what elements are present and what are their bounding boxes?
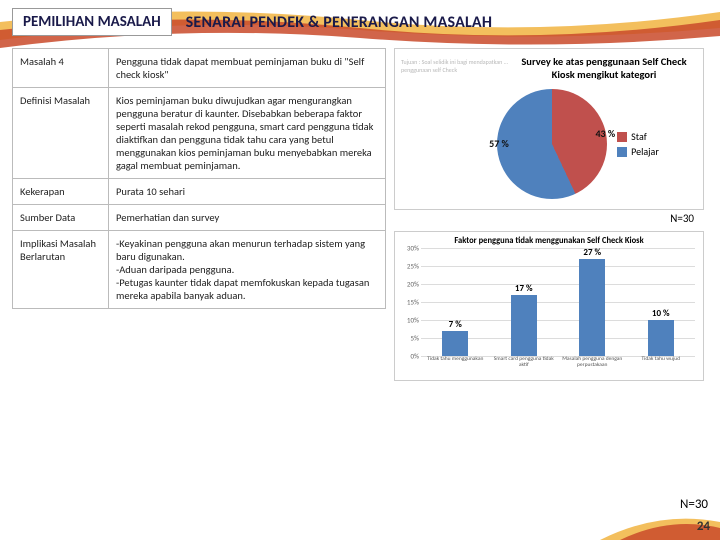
- table-value: Purata 10 sehari: [109, 179, 386, 205]
- bar-value-label: 7 %: [449, 319, 462, 330]
- bar-x-label: Smart card pengguna tidak aktif: [490, 356, 559, 380]
- table-row: Implikasi Masalah Berlarutan-Keyakinan p…: [13, 231, 386, 309]
- tab-pemilihan-masalah: PEMILIHAN MASALAH: [12, 8, 172, 36]
- bar-x-label: Masalah pengguna dengan perpustakaan: [558, 356, 627, 380]
- table-key: Kekerapan: [13, 179, 109, 205]
- bar-column: 7 %: [421, 319, 490, 356]
- pie-n-label: N=30: [394, 212, 704, 225]
- table-value: -Keyakinan pengguna akan menurun terhada…: [109, 231, 386, 309]
- table-value: Pengguna tidak dapat membuat peminjaman …: [109, 49, 386, 88]
- pie-slice-label-1: 57 %: [489, 137, 509, 150]
- y-tick: 30%: [399, 244, 419, 253]
- bar-column: 27 %: [558, 247, 627, 356]
- legend-label-staf: Staf: [631, 130, 647, 143]
- legend-swatch-pelajar: [617, 147, 627, 157]
- survey-faint-text: Tujuan : Soal selidik ini bagi mendapatk…: [401, 59, 531, 75]
- table-key: Sumber Data: [13, 205, 109, 231]
- page-title: SENARAI PENDEK & PENERANGAN MASALAH: [186, 13, 492, 32]
- pie-chart: 43 % 57 %: [497, 89, 607, 199]
- table-value: Kios peminjaman buku diwujudkan agar men…: [109, 88, 386, 179]
- y-tick: 15%: [399, 298, 419, 307]
- y-tick: 5%: [399, 334, 419, 343]
- definition-table: Masalah 4Pengguna tidak dapat membuat pe…: [12, 48, 386, 309]
- y-tick: 0%: [399, 352, 419, 361]
- table-key: Implikasi Masalah Berlarutan: [13, 231, 109, 309]
- table-row: Sumber DataPemerhatian dan survey: [13, 205, 386, 231]
- bar-n-label: N=30: [680, 497, 708, 512]
- bar-column: 17 %: [490, 283, 559, 356]
- table-key: Definisi Masalah: [13, 88, 109, 179]
- table-row: KekerapanPurata 10 sehari: [13, 179, 386, 205]
- legend-label-pelajar: Pelajar: [631, 145, 659, 158]
- pie-chart-title: Survey ke atas penggunaan Self Check Kio…: [511, 55, 697, 81]
- bar-rect: [442, 331, 468, 356]
- bar-x-label: Tidak tahu menggunakan: [421, 356, 490, 380]
- page-number: 24: [697, 519, 710, 534]
- legend-item-staf: Staf: [617, 130, 659, 143]
- y-tick: 25%: [399, 262, 419, 271]
- bar-rect: [579, 259, 605, 356]
- bar-value-label: 17 %: [515, 283, 533, 294]
- bar-chart-title: Faktor pengguna tidak menggunakan Self C…: [399, 236, 699, 246]
- table-row: Definisi MasalahKios peminjaman buku diw…: [13, 88, 386, 179]
- table-row: Masalah 4Pengguna tidak dapat membuat pe…: [13, 49, 386, 88]
- pie-legend: Staf Pelajar: [617, 128, 659, 160]
- table-value: Pemerhatian dan survey: [109, 205, 386, 231]
- bar-rect: [648, 320, 674, 356]
- bar-chart: 0%5%10%15%20%25%30% 7 %17 %27 %10 % Tida…: [399, 248, 699, 380]
- bar-value-label: 10 %: [652, 308, 670, 319]
- table-key: Masalah 4: [13, 49, 109, 88]
- bar-value-label: 27 %: [583, 247, 601, 258]
- bar-x-label: Tidak tahu wujud: [627, 356, 696, 380]
- bar-chart-card: Faktor pengguna tidak menggunakan Self C…: [394, 231, 704, 381]
- y-tick: 10%: [399, 316, 419, 325]
- legend-swatch-staf: [617, 132, 627, 142]
- y-tick: 20%: [399, 280, 419, 289]
- legend-item-pelajar: Pelajar: [617, 145, 659, 158]
- bar-rect: [511, 295, 537, 356]
- pie-slice-label-0: 43 %: [595, 127, 615, 140]
- pie-chart-card: Tujuan : Soal selidik ini bagi mendapatk…: [394, 48, 704, 210]
- bar-column: 10 %: [627, 308, 696, 356]
